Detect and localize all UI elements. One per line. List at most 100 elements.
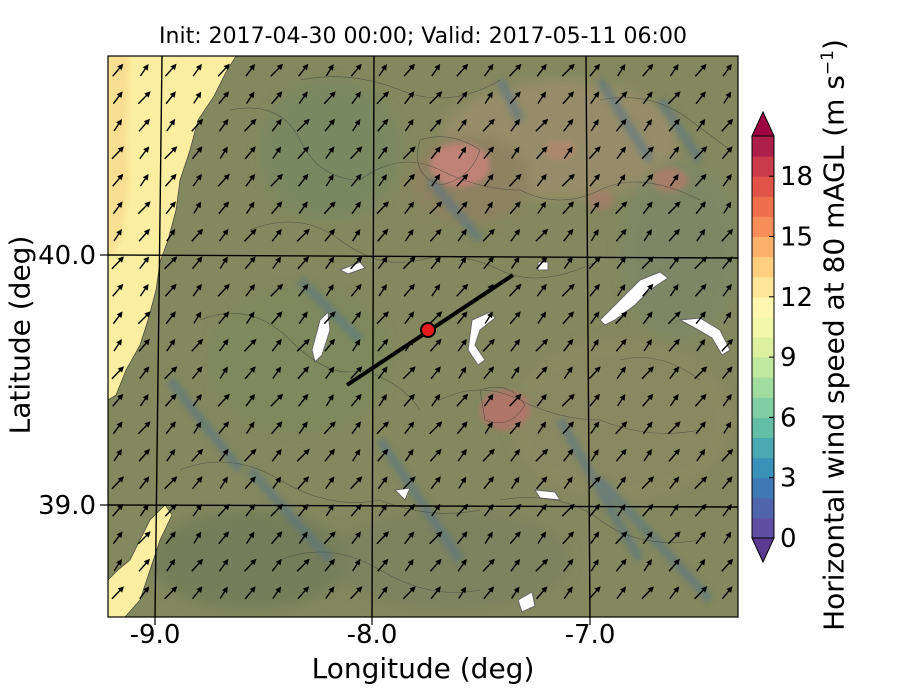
wind-arrow: [193, 421, 202, 434]
wind-arrow: [270, 63, 284, 77]
wind-arrow: [508, 283, 522, 297]
wind-arrow: [563, 476, 573, 489]
wind-arrow: [668, 228, 680, 242]
wind-arrow: [430, 476, 441, 490]
wind-arrow: [245, 173, 256, 187]
map-frame: [107, 55, 739, 618]
wind-arrow: [617, 284, 626, 297]
terrain-contours: [179, 76, 731, 593]
wind-arrow: [351, 421, 361, 435]
wind-arrow: [377, 118, 389, 132]
wind-arrow: [404, 311, 415, 325]
wind-arrow: [431, 393, 441, 407]
wind-arrow: [219, 256, 228, 269]
wind-arrow: [695, 201, 706, 215]
colorbar-segment: [752, 296, 774, 318]
wind-arrow: [429, 201, 443, 215]
wind-arrow: [536, 173, 547, 187]
wind-arrow: [483, 173, 494, 187]
wind-arrow: [430, 586, 441, 600]
colorbar-segment: [752, 377, 774, 398]
wind-arrow: [509, 201, 521, 215]
wind-arrow: [271, 338, 282, 352]
wind-arrow: [113, 228, 122, 242]
x-tick-label: -9.0: [130, 620, 181, 650]
wind-arrow: [590, 559, 599, 572]
wind-arrow: [111, 146, 125, 160]
colorbar-segment: [752, 437, 774, 459]
wind-arrow: [270, 173, 284, 187]
wind-arrow: [642, 283, 654, 297]
wind-arrow: [271, 91, 283, 105]
colorbar-frame: [751, 135, 775, 539]
wind-arrow: [245, 201, 255, 214]
wind-arrow: [695, 421, 706, 435]
wind-arrow: [536, 503, 547, 517]
wind-arrow: [510, 476, 520, 489]
wind-arrow: [617, 174, 626, 187]
wind-arrow: [113, 448, 122, 462]
wind-arrow: [456, 503, 469, 517]
wind-arrow: [562, 311, 575, 325]
colorbar-extend-min: [751, 537, 775, 564]
wind-arrow: [298, 91, 308, 104]
wind-arrow: [482, 118, 495, 132]
wind-arrow: [669, 173, 679, 187]
wind-vectors: [111, 63, 734, 600]
wind-arrow: [404, 91, 415, 105]
wind-arrow: [165, 421, 176, 435]
wind-arrow: [351, 531, 361, 545]
wind-arrow: [668, 558, 680, 572]
colorbar-tick-label: 18: [780, 162, 813, 192]
wind-arrow: [590, 311, 600, 325]
wind-arrow: [536, 586, 548, 600]
wind-arrow: [430, 256, 441, 270]
colorbar-segment: [752, 176, 774, 197]
wind-arrow: [695, 311, 706, 325]
wind-arrow: [509, 311, 521, 325]
wind-arrow: [536, 366, 548, 380]
wind-arrow: [323, 311, 336, 325]
wind-arrow: [324, 558, 336, 572]
wind-arrow: [376, 421, 390, 435]
wind-arrow: [298, 63, 309, 77]
wind-arrow: [429, 311, 443, 325]
wind-arrow: [376, 311, 390, 325]
wind-arrow: [351, 201, 361, 215]
wind-arrow: [643, 448, 652, 462]
wind-arrow: [667, 421, 681, 435]
wind-arrow: [218, 91, 230, 105]
wind-arrow: [404, 421, 415, 435]
wind-arrow: [431, 283, 441, 297]
wind-arrow: [643, 118, 652, 132]
wind-arrow: [617, 64, 626, 77]
wind-arrow: [431, 173, 441, 187]
wind-arrow: [563, 146, 573, 159]
wind-arrow: [508, 63, 522, 77]
wind-arrow: [350, 146, 363, 160]
wind-arrow: [456, 63, 469, 77]
wind-arrow: [641, 586, 655, 600]
wind-arrow: [325, 64, 334, 77]
wind-arrow: [615, 91, 628, 105]
wind-arrow: [404, 228, 414, 242]
wind-arrow: [563, 366, 573, 379]
colorbar-segment: [752, 337, 774, 358]
wind-arrow: [245, 311, 255, 324]
wind-arrow: [537, 421, 547, 434]
wind-arrow: [164, 256, 178, 270]
wind-arrow: [377, 146, 388, 160]
wind-arrow: [694, 393, 707, 407]
y-tick-label: 40.0: [38, 241, 96, 271]
wind-arrow: [245, 531, 255, 544]
wind-arrow: [429, 448, 442, 462]
wind-arrow: [642, 63, 654, 77]
wind-arrow: [403, 173, 415, 187]
wind-arrow: [112, 531, 123, 545]
wind-arrow: [458, 476, 467, 489]
wind-arrow: [667, 91, 681, 105]
wind-arrow: [217, 393, 230, 407]
wind-arrow: [721, 476, 733, 490]
wind-arrow: [615, 531, 628, 545]
wind-arrow: [377, 558, 389, 572]
